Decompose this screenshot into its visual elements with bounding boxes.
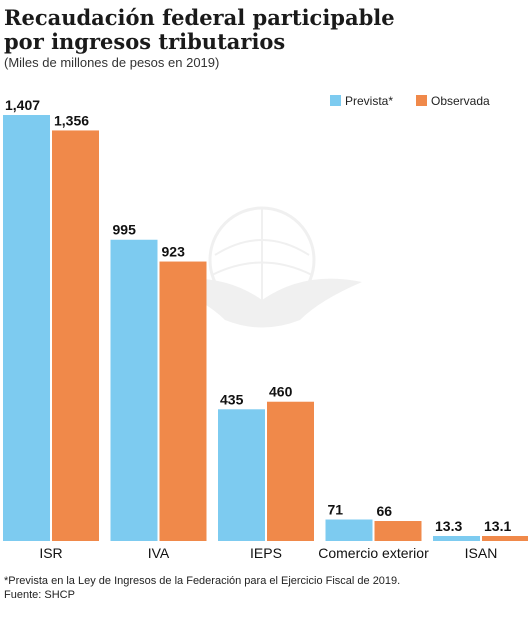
legend-swatch-prevista <box>330 95 341 106</box>
bar-observada-1 <box>159 261 207 541</box>
chart-subtitle: (Miles de millones de pesos en 2019) <box>4 55 220 70</box>
bar-prevista-4 <box>433 536 480 541</box>
value-label-prevista-0: 1,407 <box>5 97 40 113</box>
category-label-1: IVA <box>148 545 170 561</box>
watermark-eagle-logo <box>160 206 362 328</box>
value-label-prevista-2: 435 <box>220 391 244 407</box>
bar-observada-0 <box>52 130 99 542</box>
bar-prevista-1 <box>110 239 158 541</box>
legend-label-observada: Observada <box>431 94 490 108</box>
title-line-1: Recaudación federal participable <box>4 5 395 30</box>
bar-chart: Prevista* Observada 1,407 1,356 995 923 435 46… <box>3 94 528 561</box>
footnote-block: *Prevista en la Ley de Ingresos de la Fe… <box>4 574 524 602</box>
bars-group <box>3 115 528 542</box>
value-label-observada-1: 923 <box>162 244 186 260</box>
value-label-observada-3: 66 <box>377 503 393 519</box>
category-label-0: ISR <box>39 545 62 561</box>
footnote: *Prevista en la Ley de Ingresos de la Fe… <box>4 575 401 587</box>
value-label-observada-2: 460 <box>269 384 293 400</box>
value-label-prevista-3: 71 <box>328 502 344 518</box>
bar-prevista-2 <box>218 409 265 541</box>
bar-prevista-0 <box>3 115 50 541</box>
legend: Prevista* Observada <box>330 94 490 108</box>
bar-observada-3 <box>374 521 422 541</box>
category-label-4: ISAN <box>465 545 498 561</box>
category-label-3: Comercio exterior <box>318 545 429 561</box>
value-label-observada-0: 1,356 <box>54 112 89 128</box>
legend-swatch-observada <box>416 95 427 106</box>
title-line-2: por ingresos tributarios <box>4 29 286 54</box>
value-label-prevista-4: 13.3 <box>435 518 462 534</box>
value-label-prevista-1: 995 <box>113 222 137 238</box>
source-note: Fuente: SHCP <box>4 589 75 601</box>
legend-label-prevista: Prevista* <box>345 94 393 108</box>
value-label-observada-4: 13.1 <box>484 518 511 534</box>
bar-observada-4 <box>482 536 528 541</box>
category-labels: ISR IVA IEPS Comercio exterior ISAN <box>39 545 497 561</box>
category-label-2: IEPS <box>250 545 282 561</box>
bar-prevista-3 <box>325 519 373 541</box>
bar-observada-2 <box>267 401 314 541</box>
value-labels: 1,407 1,356 995 923 435 460 71 66 13.3 13.1 <box>5 97 511 534</box>
chart-title: Recaudación federal participable por ing… <box>4 6 524 54</box>
